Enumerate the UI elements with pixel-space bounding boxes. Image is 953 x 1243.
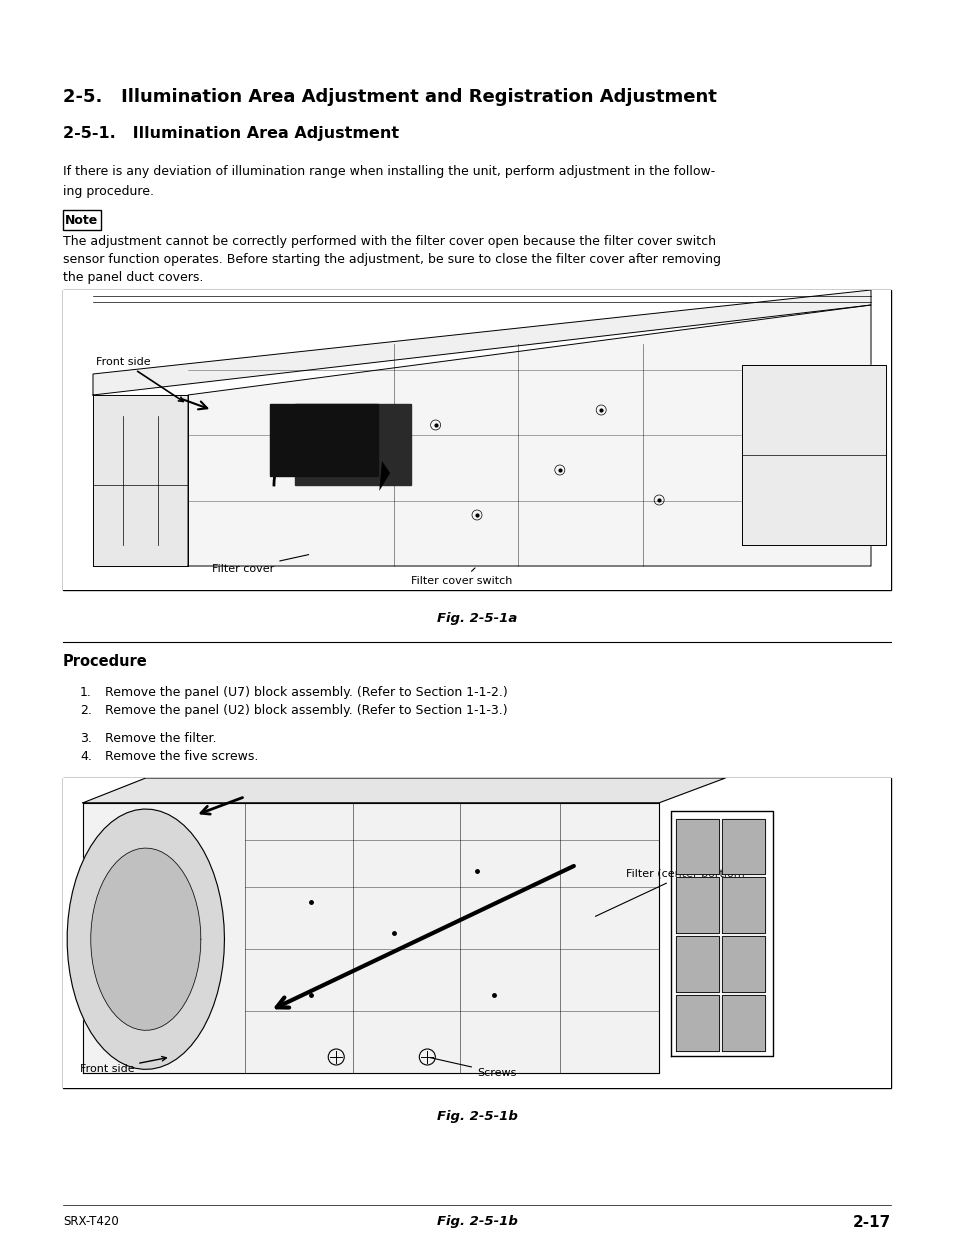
- Text: Note: Note: [66, 214, 98, 227]
- Bar: [63, 290, 890, 590]
- Polygon shape: [67, 809, 224, 1069]
- Polygon shape: [83, 778, 724, 803]
- Polygon shape: [270, 404, 377, 476]
- Text: SRX-T420: SRX-T420: [63, 1214, 118, 1228]
- Polygon shape: [188, 305, 870, 566]
- Text: 3.: 3.: [80, 732, 91, 745]
- Text: Front side: Front side: [96, 357, 183, 401]
- Text: Filter cover switch: Filter cover switch: [411, 568, 512, 585]
- Polygon shape: [63, 778, 890, 1088]
- Text: Procedure: Procedure: [63, 654, 148, 669]
- Bar: [63, 210, 101, 230]
- Polygon shape: [675, 994, 718, 1050]
- Text: Remove the filter.: Remove the filter.: [105, 732, 216, 745]
- Polygon shape: [741, 365, 885, 544]
- Text: 2.: 2.: [80, 704, 91, 717]
- Polygon shape: [675, 878, 718, 933]
- Text: Screws: Screws: [430, 1058, 516, 1078]
- Polygon shape: [721, 819, 764, 874]
- Text: If there is any deviation of illumination range when installing the unit, perfor: If there is any deviation of illuminatio…: [63, 165, 715, 178]
- Text: Fig. 2-5-1b: Fig. 2-5-1b: [436, 1110, 517, 1122]
- Text: 2-5.   Illumination Area Adjustment and Registration Adjustment: 2-5. Illumination Area Adjustment and Re…: [63, 88, 716, 106]
- Text: 1.: 1.: [80, 686, 91, 699]
- Polygon shape: [379, 461, 390, 491]
- Polygon shape: [294, 404, 411, 485]
- Text: Fig. 2-5-1a: Fig. 2-5-1a: [436, 612, 517, 625]
- Text: The adjustment cannot be correctly performed with the filter cover open because : The adjustment cannot be correctly perfo…: [63, 235, 716, 249]
- Polygon shape: [675, 936, 718, 992]
- Text: Front side: Front side: [79, 1057, 166, 1074]
- Text: Remove the panel (U7) block assembly. (Refer to Section 1-1-2.): Remove the panel (U7) block assembly. (R…: [105, 686, 507, 699]
- Polygon shape: [83, 803, 659, 1073]
- Text: 2-17: 2-17: [852, 1214, 890, 1231]
- Text: Fig. 2-5-1b: Fig. 2-5-1b: [436, 1214, 517, 1228]
- Text: Remove the five screws.: Remove the five screws.: [105, 750, 258, 763]
- Text: ing procedure.: ing procedure.: [63, 185, 153, 198]
- Text: Remove the panel (U2) block assembly. (Refer to Section 1-1-3.): Remove the panel (U2) block assembly. (R…: [105, 704, 507, 717]
- Polygon shape: [721, 878, 764, 933]
- Text: 4.: 4.: [80, 750, 91, 763]
- Text: 2-5-1.   Illumination Area Adjustment: 2-5-1. Illumination Area Adjustment: [63, 126, 398, 140]
- Polygon shape: [91, 848, 201, 1030]
- Polygon shape: [721, 936, 764, 992]
- Polygon shape: [721, 994, 764, 1050]
- Polygon shape: [675, 819, 718, 874]
- Polygon shape: [92, 395, 188, 566]
- Polygon shape: [63, 290, 890, 590]
- Text: Filter cover: Filter cover: [212, 554, 309, 574]
- Text: Filter (center portion): Filter (center portion): [595, 869, 744, 916]
- Polygon shape: [92, 290, 870, 395]
- Bar: [63, 778, 890, 1088]
- Text: sensor function operates. Before starting the adjustment, be sure to close the f: sensor function operates. Before startin…: [63, 254, 720, 266]
- Text: the panel duct covers.: the panel duct covers.: [63, 271, 203, 283]
